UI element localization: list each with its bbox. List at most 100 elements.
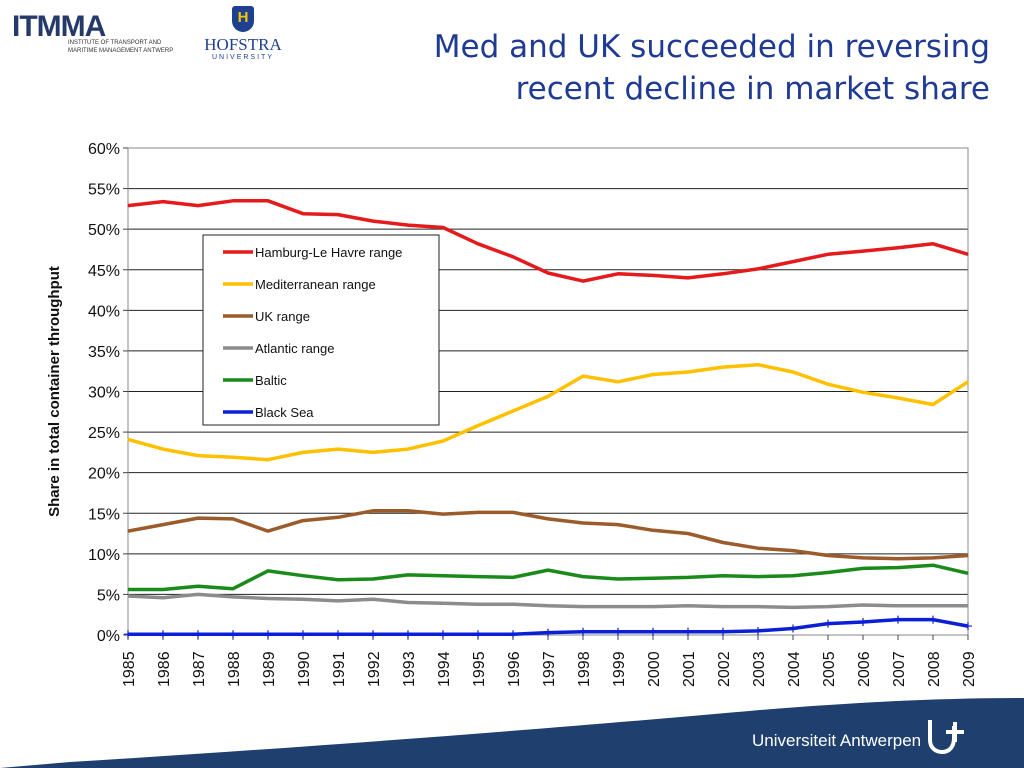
data-point [862, 250, 864, 252]
data-point [232, 456, 234, 458]
data-point [127, 595, 129, 597]
data-point [897, 558, 899, 560]
itmma-logo-text: ITMMA [12, 10, 106, 43]
data-point [264, 630, 272, 639]
x-tick-label: 2009 [961, 651, 978, 687]
y-tick-label: 35% [88, 344, 120, 361]
data-point [509, 630, 517, 639]
data-point [652, 373, 654, 376]
data-point [127, 588, 129, 591]
data-point [512, 410, 514, 412]
data-point [827, 605, 829, 608]
data-point [789, 624, 797, 633]
data-point [897, 605, 899, 607]
x-tick-label: 2007 [891, 651, 908, 687]
data-point [232, 518, 234, 520]
data-point [897, 567, 899, 569]
data-point [512, 256, 514, 258]
data-point [757, 575, 759, 578]
data-point [162, 448, 164, 450]
data-point [894, 615, 902, 624]
x-tick-label: 2002 [716, 651, 733, 687]
data-point [477, 243, 479, 245]
legend-label: UK range [255, 309, 310, 324]
data-point [614, 627, 622, 636]
x-tick-label: 1988 [226, 651, 243, 687]
x-tick-label: 2008 [926, 651, 943, 687]
data-point [967, 572, 969, 574]
data-point [967, 381, 969, 383]
y-tick-label: 30% [88, 385, 120, 402]
y-tick-label: 5% [97, 587, 120, 604]
x-tick-label: 1997 [541, 651, 558, 687]
data-point [442, 513, 444, 515]
data-point [267, 459, 269, 461]
data-point [477, 424, 479, 427]
data-point [127, 530, 129, 532]
data-point [337, 213, 339, 216]
data-point [127, 205, 129, 207]
data-point [302, 575, 304, 577]
data-point [407, 601, 409, 604]
data-point [757, 547, 759, 549]
data-point [407, 448, 409, 450]
data-point [372, 598, 374, 600]
data-point [337, 600, 339, 602]
x-tick-label: 1995 [471, 651, 488, 687]
data-point [544, 628, 552, 637]
y-tick-label: 10% [88, 547, 120, 564]
data-point [512, 576, 514, 578]
data-point [932, 557, 934, 559]
data-point [967, 605, 969, 607]
legend-label: Atlantic range [255, 341, 335, 356]
legend-box [202, 234, 440, 426]
data-point [932, 605, 934, 607]
data-point [792, 261, 794, 263]
hofstra-logo-subtext: UNIVERSITY [211, 54, 274, 61]
legend-label: Baltic [255, 373, 287, 388]
x-tick-label: 1996 [506, 651, 523, 687]
x-tick-label: 2005 [821, 651, 838, 687]
data-point [299, 630, 307, 639]
data-point [477, 575, 479, 578]
data-point [302, 598, 304, 600]
data-point [477, 603, 479, 605]
data-point [617, 605, 619, 608]
data-point [757, 605, 759, 608]
data-point [582, 375, 584, 377]
market-share-line-chart: 0% 5% 10% 15% 20% 25% 30% 35% 40% 45% 50% 55% 60% 19… [46, 141, 978, 687]
series-line [128, 563, 969, 592]
y-tick-label: 45% [88, 263, 120, 280]
x-tick-label: 2001 [681, 651, 698, 687]
data-point [407, 574, 409, 576]
data-point [582, 605, 584, 608]
x-tick-label: 1993 [401, 651, 418, 687]
slide-title-line-1: Med and UK succeeded in reversing [433, 29, 990, 65]
data-point [232, 588, 234, 590]
data-point [232, 596, 234, 598]
data-point [267, 200, 269, 202]
data-point [407, 510, 409, 512]
data-point [719, 627, 727, 636]
hofstra-logo: H HOFSTRA UNIVERSITY [198, 6, 298, 66]
slide-title: Med and UK succeeded in reversing recent… [434, 26, 990, 110]
data-point [862, 391, 864, 393]
data-point [687, 371, 689, 373]
data-point [579, 627, 587, 636]
data-point [582, 575, 584, 578]
itmma-logo: ITMMA INSTITUTE OF TRANSPORT AND MARITIM… [8, 8, 198, 60]
data-point [687, 605, 689, 607]
data-point [512, 603, 514, 605]
data-point [862, 604, 864, 606]
data-point [967, 554, 969, 557]
data-point [967, 253, 969, 255]
data-point [442, 575, 444, 577]
data-point [159, 630, 167, 639]
data-point [547, 605, 549, 607]
data-point [722, 575, 724, 577]
data-point [197, 205, 199, 207]
data-point [827, 554, 829, 557]
data-point [512, 511, 514, 514]
data-point [652, 274, 654, 277]
data-point [442, 602, 444, 604]
